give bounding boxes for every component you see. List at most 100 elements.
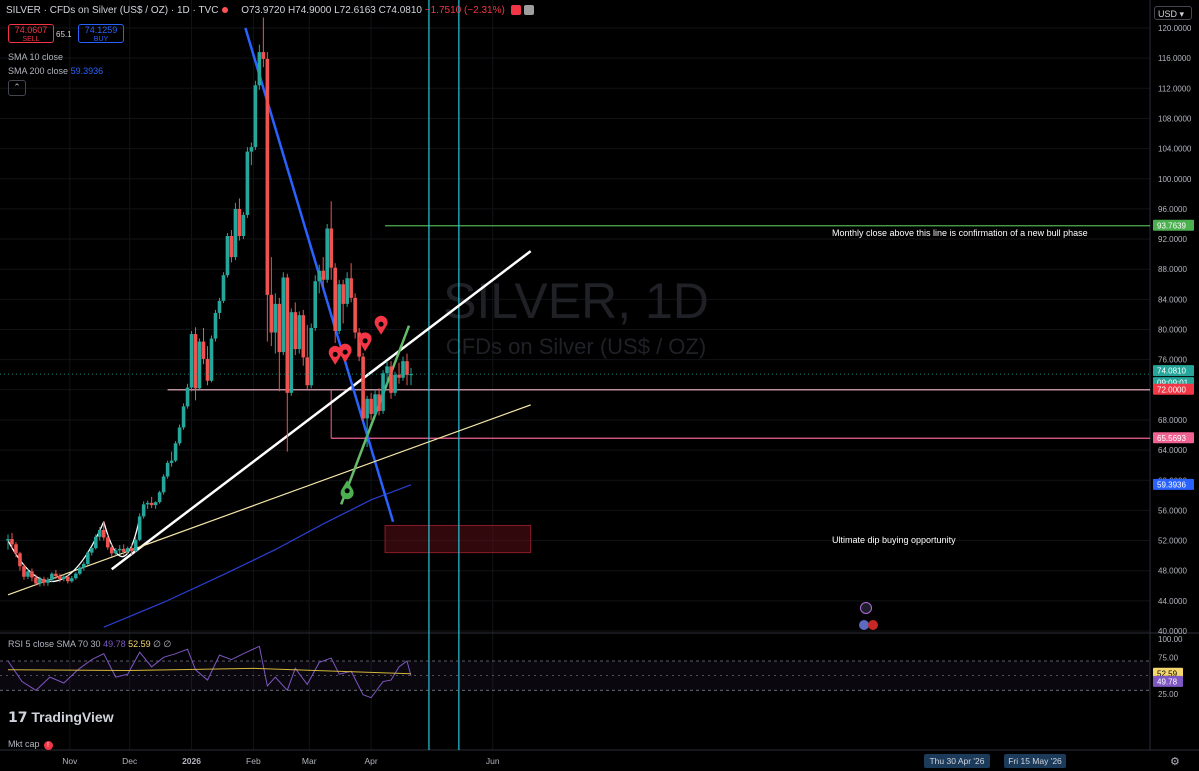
candle-body [177, 427, 182, 444]
candle-body [38, 578, 42, 584]
symbol-title[interactable]: SILVER · CFDs on Silver (US$ / OZ) · 1D … [6, 5, 219, 16]
candle-body [113, 550, 118, 554]
candle-body [149, 502, 154, 506]
candle-body [189, 334, 194, 388]
candle-body [109, 547, 114, 554]
x-tick-label: Dec [122, 756, 138, 766]
candle-body [261, 52, 266, 59]
candle-body [285, 277, 290, 393]
candle-body [197, 341, 202, 389]
sell-button[interactable]: 74.0607 SELL [8, 24, 54, 43]
candle-body [54, 573, 58, 576]
candle-body [229, 236, 234, 258]
candle-body [62, 576, 66, 579]
sma200-label: SMA 200 close [8, 66, 69, 76]
candle-body [297, 315, 302, 350]
candle-body [389, 366, 393, 393]
rsi-value-label: 52.59 [1157, 669, 1178, 678]
candle-body [281, 277, 286, 353]
candle-body [30, 571, 34, 578]
buy-button[interactable]: 74.1259 BUY [78, 24, 124, 43]
us-flag-icon [859, 620, 869, 630]
y-tick-label: 120.0000 [1158, 24, 1192, 33]
y-tick-label: 104.0000 [1158, 145, 1192, 154]
candle-body [133, 539, 138, 552]
rsi-value: 49.78 [103, 639, 126, 649]
y-tick-label: 100.0000 [1158, 175, 1192, 184]
price-label: 74.0810 [1157, 367, 1186, 376]
rsi-tick-label: 25.00 [1158, 690, 1179, 699]
x-tick-label: Nov [62, 756, 78, 766]
candle-body [241, 214, 246, 237]
price-label: 65.5693 [1157, 434, 1186, 443]
candle-body [257, 52, 262, 86]
candle-body [93, 536, 98, 549]
price-label: 59.3936 [1157, 480, 1186, 489]
logo-icon: 𝟭𝟳 [8, 709, 32, 725]
y-tick-label: 68.0000 [1158, 416, 1187, 425]
candle-body [105, 537, 110, 548]
rsi-value-label-bg [1153, 675, 1183, 687]
date-highlight-1: Thu 30 Apr '26 [924, 754, 990, 768]
settings-gear-icon[interactable]: ⚙ [1170, 756, 1180, 768]
rsi-legend[interactable]: RSI 5 close SMA 70 30 49.78 52.59 ∅ ∅ [8, 639, 171, 650]
brand-name: TradingView [31, 709, 114, 725]
candle-body [157, 492, 162, 503]
y-tick-label: 116.0000 [1158, 54, 1191, 63]
symbol-header: SILVER · CFDs on Silver (US$ / OZ) · 1D … [6, 5, 534, 16]
candle-body [161, 476, 166, 493]
collapse-legend-button[interactable]: ⌃ [8, 80, 26, 96]
trendline-yellow-support [7, 404, 531, 596]
flag-icon[interactable] [510, 5, 521, 16]
price-label-bg [1153, 432, 1194, 444]
candle-body [46, 579, 50, 583]
candle-body [181, 406, 186, 428]
sell-label: SELL [22, 36, 40, 43]
rsi-band [0, 661, 1150, 691]
candle-body [58, 575, 62, 579]
candle-body [333, 267, 337, 332]
bull-phase-note[interactable]: Monthly close above this line is confirm… [832, 228, 1088, 238]
candle-body [317, 270, 322, 282]
candle-body [86, 552, 90, 564]
candle-body [409, 374, 413, 376]
candle-body [10, 539, 14, 545]
candle-body [349, 278, 353, 298]
sma200-legend[interactable]: SMA 200 close 59.3936 [8, 66, 103, 76]
candle-body [397, 374, 401, 378]
y-tick-label: 88.0000 [1158, 265, 1187, 274]
rsi-series-line [7, 645, 412, 699]
y-tick-label: 84.0000 [1158, 295, 1187, 304]
pin-hole [332, 351, 338, 357]
candle-body [277, 303, 282, 353]
candle-body [145, 502, 150, 505]
candle-body [209, 338, 214, 381]
y-tick-label: 52.0000 [1158, 537, 1187, 546]
watermark-description: CFDs on Silver (US$ / OZ) [446, 334, 706, 359]
candle-body [225, 236, 230, 276]
candle-body [361, 356, 365, 419]
candle-body [353, 297, 357, 333]
rsi-extra: ∅ ∅ [153, 639, 172, 649]
mktcap-legend[interactable]: Mkt cap! [8, 739, 53, 750]
sma200-value: 59.3936 [70, 66, 104, 76]
candle-body [205, 358, 210, 381]
price-label-bg [1153, 365, 1194, 377]
candle-body [329, 228, 333, 268]
candle-body [125, 548, 130, 552]
candle-body [169, 460, 174, 463]
open-value: O73.9720 [241, 5, 286, 16]
currency-select[interactable]: USD ▾ [1154, 6, 1192, 20]
candle-body [70, 578, 74, 582]
more-icon[interactable] [523, 5, 534, 16]
candle-body [89, 548, 94, 553]
candle-body [325, 228, 329, 280]
dip-buying-note[interactable]: Ultimate dip buying opportunity [832, 535, 956, 545]
candle-body [18, 553, 22, 567]
candle-body [74, 573, 78, 579]
sma10-legend[interactable]: SMA 10 close [8, 52, 63, 62]
rsi-series-line [7, 667, 412, 675]
watermark-symbol: SILVER, 1D [443, 273, 709, 329]
candle-body [357, 332, 361, 357]
